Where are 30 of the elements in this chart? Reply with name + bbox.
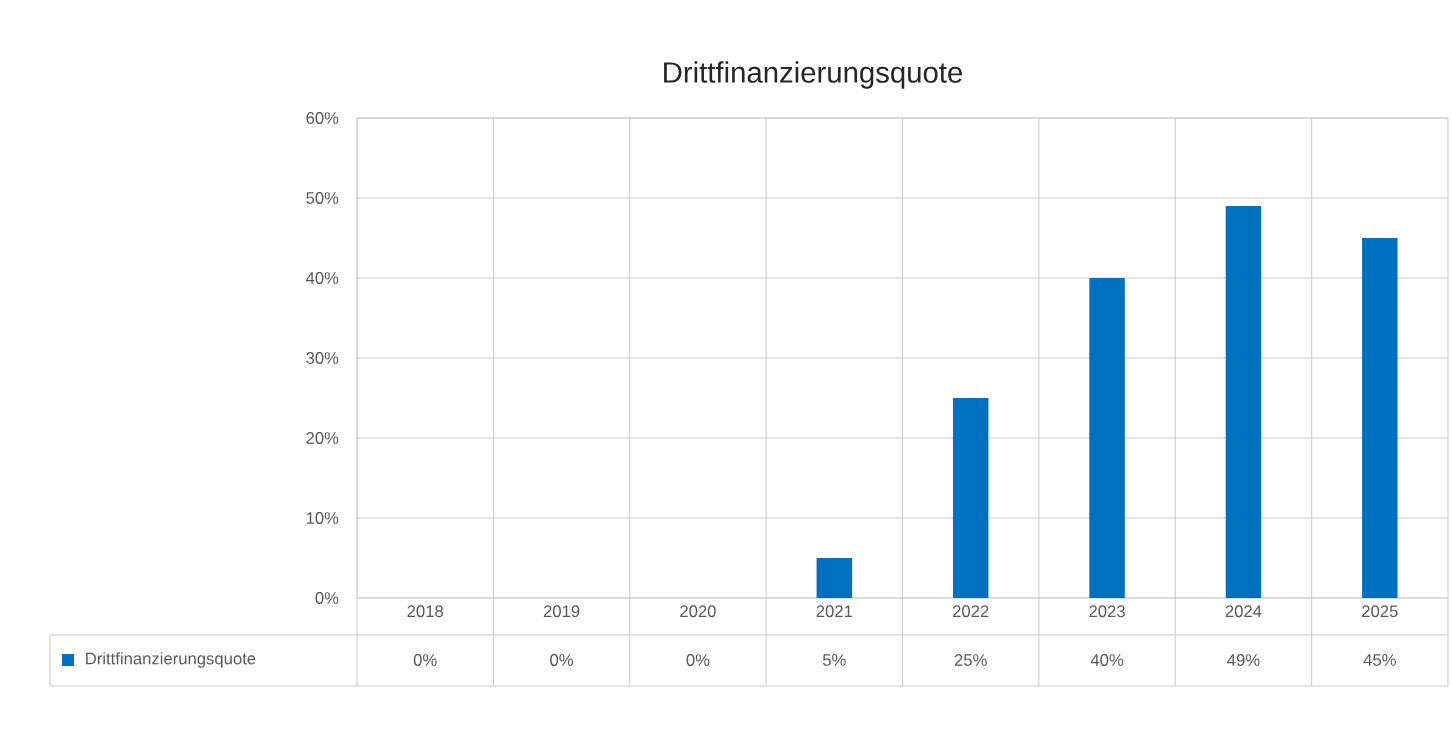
legend-label: Drittfinanzierungsquote bbox=[86, 652, 256, 668]
x-tick-label: 2025 bbox=[1362, 605, 1398, 618]
x-tick-label: 2018 bbox=[407, 605, 444, 618]
bar bbox=[1362, 237, 1398, 598]
data-label: 45% bbox=[1363, 654, 1396, 666]
data-label: 25% bbox=[954, 654, 987, 666]
chart-title: Drittfinanzierungsquote bbox=[664, 61, 962, 89]
data-label: 5% bbox=[822, 654, 846, 666]
bar bbox=[1225, 206, 1262, 598]
y-tick-label: 40% bbox=[305, 272, 339, 284]
y-tick-label: 20% bbox=[306, 432, 339, 444]
data-label: 0% bbox=[413, 654, 437, 666]
data-label: 40% bbox=[1090, 654, 1124, 666]
y-tick-label: 10% bbox=[306, 512, 339, 524]
x-tick-label: 2024 bbox=[1225, 605, 1262, 618]
x-tick-label: 2020 bbox=[680, 605, 716, 618]
y-tick-label: 30% bbox=[306, 352, 339, 364]
bar bbox=[952, 397, 989, 598]
x-tick-label: 2022 bbox=[952, 605, 989, 618]
data-label: 49% bbox=[1227, 654, 1260, 666]
x-tick-label: 2023 bbox=[1089, 605, 1125, 618]
y-tick-label: 50% bbox=[306, 192, 339, 204]
x-tick-label: 2019 bbox=[543, 605, 580, 618]
bar bbox=[1089, 277, 1125, 598]
y-tick-label: 0% bbox=[315, 592, 339, 604]
data-label: 0% bbox=[686, 654, 710, 666]
y-tick-label: 60% bbox=[306, 112, 339, 124]
x-tick-label: 2021 bbox=[816, 605, 853, 618]
bar bbox=[816, 557, 853, 598]
data-label: 0% bbox=[550, 654, 574, 666]
